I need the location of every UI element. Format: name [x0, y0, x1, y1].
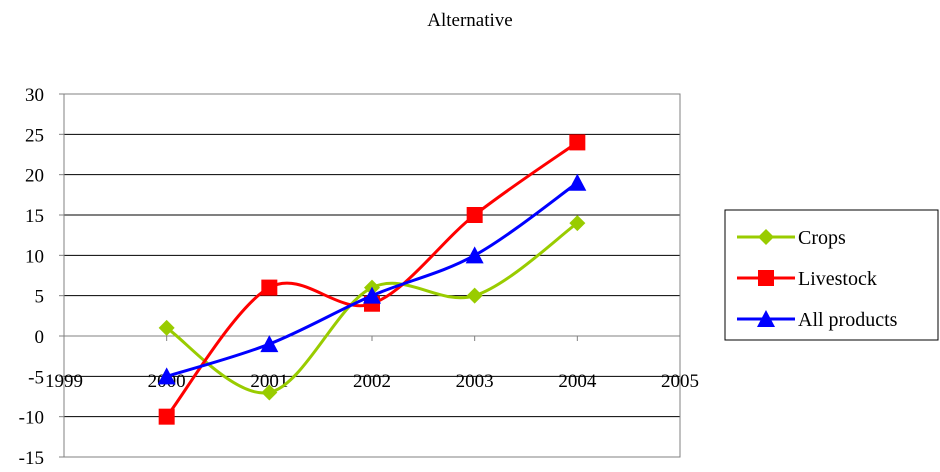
x-tick-label: 2003 [456, 371, 494, 392]
y-tick-label: 30 [25, 85, 44, 106]
legend-item-crops: Crops [737, 227, 846, 249]
data-point-crops [466, 287, 483, 304]
legend-marker-livestock [758, 270, 774, 286]
data-point-crops [261, 384, 278, 401]
y-tick-label: 20 [25, 166, 44, 187]
data-point-all-products [157, 367, 176, 385]
data-point-all-products [260, 335, 279, 353]
x-tick-label: 2002 [353, 371, 391, 392]
legend-label: Livestock [798, 268, 877, 290]
y-tick-label: -5 [28, 367, 44, 388]
y-tick-label: 15 [25, 206, 44, 227]
data-point-all-products [568, 173, 587, 191]
legend-marker-crops [758, 229, 774, 245]
y-tick-label: 0 [35, 327, 45, 348]
y-tick-label: 10 [25, 246, 44, 267]
axes: 302520151050-5-10-1519992000200120022003… [19, 85, 699, 469]
legend-marker-all-products [757, 310, 775, 327]
data-point-livestock [569, 134, 586, 151]
y-tick-label: 5 [35, 287, 45, 308]
legend-item-all-products: All products [737, 309, 898, 331]
legend-label: All products [798, 309, 898, 331]
series-all-products [157, 173, 587, 385]
y-tick-label: -10 [19, 408, 44, 429]
data-point-crops [569, 215, 586, 232]
gridlines [64, 93, 680, 458]
x-tick-label: 2004 [558, 371, 597, 392]
y-tick-label: 25 [25, 125, 44, 146]
x-tick-label: 1999 [45, 371, 83, 392]
y-tick-label: -15 [19, 448, 44, 469]
data-point-all-products [465, 246, 484, 264]
plot-area [63, 93, 681, 458]
series-group [157, 134, 587, 425]
legend: Crops Livestock All products [724, 209, 939, 341]
legend-label: Crops [798, 227, 846, 249]
x-tick-label: 2001 [250, 371, 288, 392]
chart-title: Alternative [427, 10, 512, 31]
x-tick-label: 2005 [661, 371, 699, 392]
data-point-crops [158, 319, 175, 336]
data-point-livestock [261, 279, 278, 296]
data-point-livestock [466, 207, 483, 223]
series-line-all-products [166, 181, 579, 378]
data-point-livestock [158, 408, 175, 425]
data-point-all-products [363, 286, 381, 304]
legend-item-livestock: Livestock [737, 268, 877, 290]
